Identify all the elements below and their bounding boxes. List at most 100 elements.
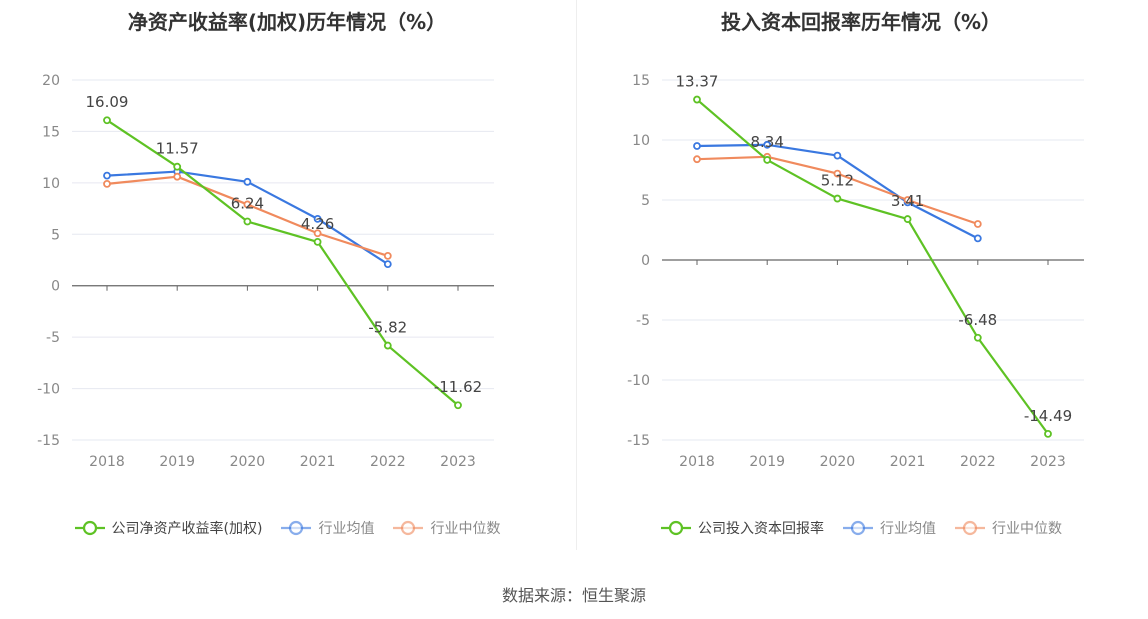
y-tick-label: 20 (42, 73, 60, 89)
roe-median-point[interactable] (243, 200, 252, 209)
y-tick-label: -15 (37, 433, 60, 449)
roic-average-point[interactable] (693, 142, 701, 150)
legend-line-marker-icon (281, 520, 312, 536)
roe-company-point[interactable] (454, 401, 462, 410)
y-tick-label: -5 (636, 313, 650, 329)
roe-average-point[interactable] (383, 260, 392, 269)
x-tick-label: 2021 (300, 454, 336, 470)
roic-average-point[interactable] (763, 140, 772, 149)
roic-chart-title: 投入资本回报率历年情况（%） (720, 10, 1002, 34)
x-tick-label: 2018 (679, 454, 715, 470)
roic-median-point[interactable] (833, 169, 842, 178)
y-tick-label: 15 (42, 124, 60, 140)
roic-company-point[interactable] (903, 215, 912, 223)
x-tick-label: 2022 (960, 454, 996, 470)
roic-company-point[interactable] (833, 194, 842, 203)
roic-company-point[interactable] (763, 156, 772, 164)
roic-company-line (696, 98, 1049, 435)
roe-median-point[interactable] (103, 179, 111, 188)
roic-company-point[interactable] (973, 333, 982, 342)
roic-chart-legend: 公司投入资本回报率 行业均值 行业中位数 (574, 518, 1148, 538)
x-tick-label: 2021 (890, 454, 926, 470)
x-tick-label: 2019 (749, 454, 785, 470)
roe-company-point[interactable] (313, 237, 322, 246)
roe-company-point[interactable] (383, 341, 392, 350)
roe-company-line (106, 119, 459, 407)
x-tick-label: 2023 (440, 454, 476, 470)
roe-data-label: 11.57 (156, 140, 199, 158)
roe-data-label: 4.26 (301, 215, 334, 233)
x-tick-label: 2020 (230, 454, 266, 470)
legend-label: 公司投入资本回报率 (698, 521, 824, 537)
legend-label: 行业均值 (318, 521, 375, 537)
roe-average-point[interactable] (313, 214, 322, 223)
legend-item-average[interactable]: 行业均值 (842, 518, 936, 538)
y-tick-label: 10 (632, 133, 650, 149)
x-tick-label: 2022 (370, 454, 406, 470)
roic-company-point[interactable] (1044, 429, 1052, 438)
roe-data-label: -11.62 (434, 378, 482, 396)
roic-data-label: 5.12 (821, 172, 854, 190)
roe-median-point[interactable] (313, 229, 322, 238)
legend-item-company[interactable]: 公司投入资本回报率 (660, 518, 824, 538)
y-tick-label: -10 (627, 373, 650, 389)
roic-median-point[interactable] (903, 196, 912, 204)
y-tick-label: 5 (641, 193, 650, 209)
legend-label: 行业均值 (880, 521, 936, 537)
roic-data-label: -6.48 (958, 311, 997, 329)
legend-line-marker-icon (74, 520, 105, 536)
legend-line-marker-icon (843, 520, 873, 536)
roe-company-point[interactable] (103, 116, 111, 125)
roe-data-label: 6.24 (231, 195, 264, 213)
x-tick-label: 2020 (820, 454, 856, 470)
roe-average-point[interactable] (103, 171, 111, 180)
y-tick-label: -15 (627, 433, 650, 449)
legend-label: 行业中位数 (430, 521, 501, 537)
roic-average-point[interactable] (973, 234, 982, 243)
x-tick-label: 2018 (89, 454, 125, 470)
y-tick-label: 0 (641, 253, 650, 269)
legend-label: 公司净资产收益率(加权) (111, 521, 263, 537)
roe-data-label: 16.09 (86, 93, 129, 111)
roic-company-point[interactable] (693, 95, 701, 104)
y-tick-label: 5 (51, 227, 60, 243)
roic-data-label: -14.49 (1024, 407, 1072, 425)
roe-median-line (106, 175, 389, 257)
legend-item-median[interactable]: 行业中位数 (954, 518, 1062, 538)
roe-average-point[interactable] (243, 177, 252, 186)
roic-average-point[interactable] (833, 151, 842, 160)
x-tick-label: 2023 (1030, 454, 1066, 470)
roic-median-point[interactable] (973, 220, 982, 228)
legend-line-marker-icon (661, 520, 691, 536)
legend-line-marker-icon (393, 520, 424, 536)
roe-data-label: -5.82 (368, 319, 407, 337)
roic-median-line (696, 155, 979, 226)
y-tick-label: -5 (46, 330, 60, 346)
y-tick-label: 15 (632, 73, 650, 89)
legend-label: 行业中位数 (992, 521, 1062, 537)
y-tick-label: -10 (37, 382, 60, 398)
roe-company-point[interactable] (173, 162, 182, 171)
roe-median-point[interactable] (383, 251, 392, 260)
roe-chart-legend: 公司净资产收益率(加权) 行业均值 行业中位数 (0, 518, 574, 538)
roic-data-label: 8.34 (750, 133, 783, 151)
roic-chart-plot: 15 10 5 0 -5 -10 -15 2018 2019 2020 2021 2022 2023 13… (627, 73, 1084, 470)
roic-data-label: 13.37 (676, 73, 719, 91)
roe-median-point[interactable] (173, 172, 182, 181)
y-tick-label: 0 (51, 279, 60, 295)
legend-item-company[interactable]: 公司净资产收益率(加权) (74, 518, 263, 538)
roe-chart-title: 净资产收益率(加权)历年情况（%） (127, 10, 447, 34)
y-tick-label: 10 (42, 176, 60, 192)
data-source-note: 数据来源：恒生聚源 (501, 586, 646, 605)
roic-chart-panel: 投入资本回报率历年情况（%） 15 10 5 0 -5 -10 -15 2018 2019 202… (574, 0, 1148, 560)
x-tick-label: 2019 (159, 454, 195, 470)
legend-item-average[interactable]: 行业均值 (280, 518, 374, 538)
roe-chart-panel: 净资产收益率(加权)历年情况（%） 20 15 10 5 0 -5 -10 -15 2018 20… (0, 0, 574, 560)
roic-median-point[interactable] (693, 155, 701, 164)
panel-divider (576, 0, 577, 550)
roe-company-point[interactable] (243, 217, 252, 226)
legend-item-median[interactable]: 行业中位数 (392, 518, 500, 538)
roic-data-label: 3.41 (891, 192, 924, 210)
roe-chart-plot: 20 15 10 5 0 -5 -10 -15 2018 2019 2020 2021 2022 2023… (37, 73, 494, 470)
legend-line-marker-icon (955, 520, 985, 536)
